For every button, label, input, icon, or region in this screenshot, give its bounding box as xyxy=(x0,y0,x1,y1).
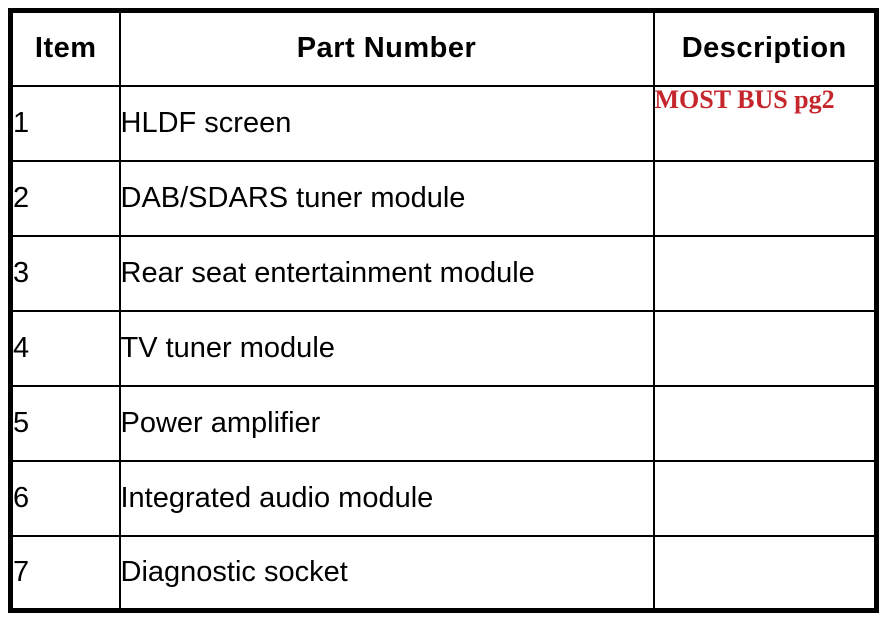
description-note xyxy=(652,234,878,312)
part-name: Power amplifier xyxy=(118,384,655,462)
table-row: 6 Integrated audio module xyxy=(9,459,878,537)
description-note xyxy=(652,534,878,612)
part-name: TV tuner module xyxy=(118,309,655,387)
description-note xyxy=(652,309,878,387)
column-header-description: Description xyxy=(652,9,878,87)
item-number: 1 xyxy=(9,84,121,162)
table-row: 2 DAB/SDARS tuner module xyxy=(9,159,878,237)
item-number: 6 xyxy=(9,459,121,537)
item-number: 3 xyxy=(9,234,121,312)
part-name: HLDF screen xyxy=(118,84,655,162)
item-number: 2 xyxy=(9,159,121,237)
description-note xyxy=(652,459,878,537)
column-header-item: Item xyxy=(9,9,121,87)
item-number: 7 xyxy=(9,534,121,612)
description-note xyxy=(652,159,878,237)
table-row: 3 Rear seat entertainment module xyxy=(9,234,878,312)
table-row: 4 TV tuner module xyxy=(9,309,878,387)
part-name: DAB/SDARS tuner module xyxy=(118,159,655,237)
description-note xyxy=(652,384,878,462)
table-row: 7 Diagnostic socket xyxy=(9,534,878,612)
item-number: 5 xyxy=(9,384,121,462)
part-name: Rear seat entertainment module xyxy=(118,234,655,312)
header-row: Item Part Number Description xyxy=(9,9,878,87)
description-note: MOST BUS pg2 xyxy=(652,84,878,162)
part-name: Integrated audio module xyxy=(118,459,655,537)
table-row: 1 HLDF screen MOST BUS pg2 xyxy=(9,84,878,162)
item-number: 4 xyxy=(9,309,121,387)
column-header-part-number: Part Number xyxy=(118,9,655,87)
table-row: 5 Power amplifier xyxy=(9,384,878,462)
parts-table: Item Part Number Description 1 HLDF scre… xyxy=(8,8,879,613)
part-name: Diagnostic socket xyxy=(118,534,655,612)
